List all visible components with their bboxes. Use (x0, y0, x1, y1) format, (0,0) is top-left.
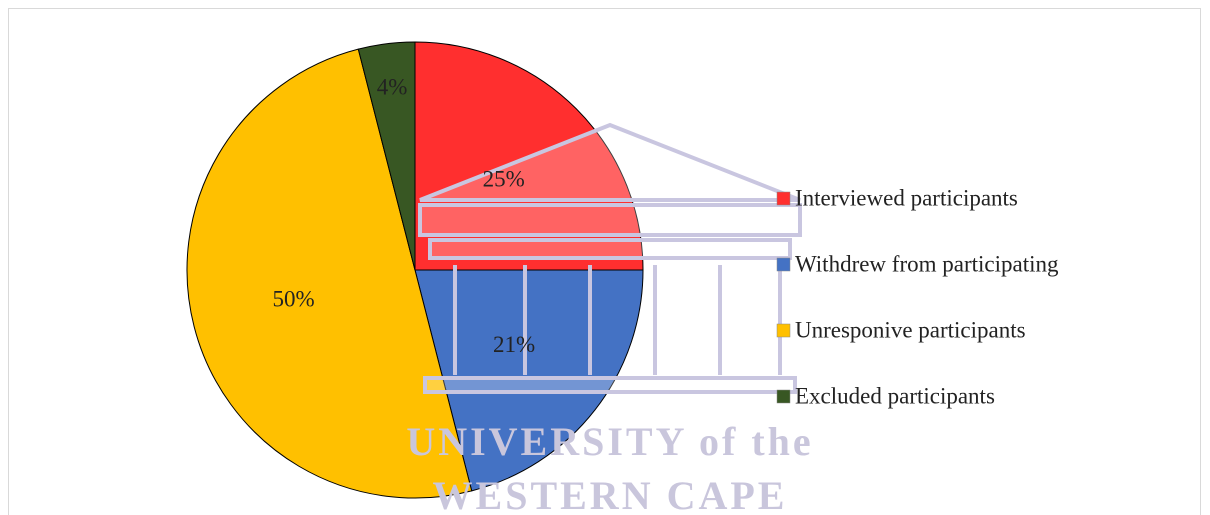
data-label: 4% (377, 74, 408, 99)
chart: UNIVERSITY of the WESTERN CAPE 25% 21% 50%… (0, 0, 1210, 515)
legend-label: Withdrew from participating (795, 251, 1059, 276)
legend-swatch (777, 324, 790, 337)
watermark-text: WESTERN CAPE (433, 473, 788, 515)
legend-swatch (777, 192, 790, 205)
legend-label: Unresponive participants (795, 317, 1026, 342)
legend-swatch (777, 258, 790, 271)
legend-label: Interviewed participants (795, 185, 1018, 210)
data-label: 50% (272, 286, 314, 311)
legend-label: Excluded participants (795, 383, 995, 408)
data-label: 25% (483, 167, 525, 192)
watermark-text: UNIVERSITY of the (406, 419, 813, 464)
data-label: 21% (493, 332, 535, 357)
legend-swatch (777, 390, 790, 403)
